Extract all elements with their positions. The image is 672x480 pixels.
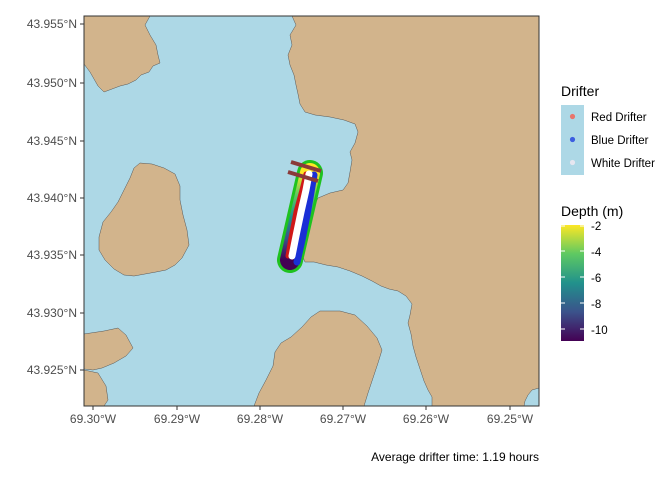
x-tick-label: 69.28°W xyxy=(237,412,284,426)
depth-tick-label: -4 xyxy=(591,247,602,259)
land-northwest xyxy=(84,16,161,93)
y-tick-label: 43.940°N xyxy=(27,191,77,205)
release-marker-2 xyxy=(287,170,319,183)
land-southwest-lower xyxy=(84,369,109,406)
red-drifter-path xyxy=(285,171,309,259)
drifter-legend-title: Drifter xyxy=(561,83,599,99)
drifter-legend-label: White Drifter xyxy=(591,158,655,170)
y-tick-label: 43.935°N xyxy=(27,248,77,262)
caption: Average drifter time: 1.19 hours xyxy=(371,450,539,464)
depth-legend-title: Depth (m) xyxy=(561,203,623,219)
x-tick-label: 69.29°W xyxy=(154,412,201,426)
y-tick-label: 43.925°N xyxy=(27,363,77,377)
land-south xyxy=(253,310,383,406)
drifter-legend: Drifter Red Drifter Blue Drifter White D… xyxy=(561,83,655,175)
drifter-tracks xyxy=(277,160,323,273)
x-tick-label: 69.26°W xyxy=(403,412,450,426)
y-tick-label: 43.945°N xyxy=(27,134,77,148)
y-tick-label: 43.955°N xyxy=(27,17,77,31)
release-marker-1 xyxy=(290,160,322,173)
depth-colorbar xyxy=(561,225,584,341)
drifter-legend-label: Red Drifter xyxy=(591,112,647,124)
red-drifter-key xyxy=(569,113,576,120)
y-tick-label: 43.930°N xyxy=(27,306,77,320)
land-southwest xyxy=(84,327,134,371)
depth-tick-label: -2 xyxy=(591,221,601,233)
x-axis: 69.30°W 69.29°W 69.28°W 69.27°W 69.26°W … xyxy=(70,406,534,426)
depth-tick-label: -6 xyxy=(591,273,601,285)
map-panel xyxy=(83,15,540,407)
depth-tick-label: -8 xyxy=(591,299,601,311)
land-layer xyxy=(84,16,539,406)
depth-tick-label: -10 xyxy=(591,325,608,337)
x-tick-label: 69.27°W xyxy=(320,412,367,426)
land-east xyxy=(287,16,539,406)
white-drifter-path xyxy=(288,170,313,260)
x-tick-label: 69.25°W xyxy=(487,412,534,426)
y-tick-label: 43.950°N xyxy=(27,76,77,90)
depth-legend: Depth (m) -2 -4 -6 -8 -10 xyxy=(561,203,623,341)
panel-border xyxy=(83,15,540,407)
blue-drifter-key xyxy=(569,136,576,143)
y-axis: 43.955°N 43.950°N 43.945°N 43.940°N 43.9… xyxy=(27,17,84,377)
white-drifter-key xyxy=(569,159,576,166)
land-west-island xyxy=(98,162,190,277)
drifter-legend-label: Blue Drifter xyxy=(591,135,649,147)
blue-drifter-path xyxy=(293,171,318,266)
x-tick-label: 69.30°W xyxy=(70,412,117,426)
